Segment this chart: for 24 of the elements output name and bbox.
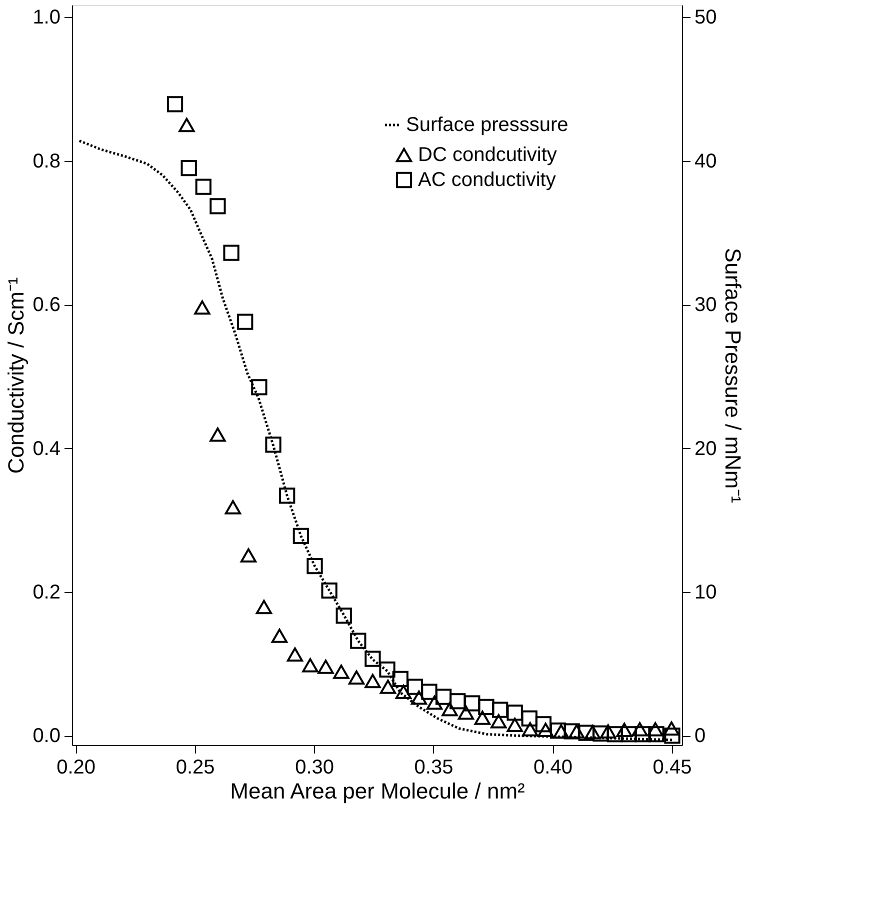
y2-tick-label: 40 <box>694 150 717 172</box>
y2-tick-label: 10 <box>694 581 717 604</box>
x-tick-label: 0.20 <box>56 756 96 778</box>
y2-axis-title: Surface Pressure / mNm⁻¹ <box>720 248 746 504</box>
x-axis-title: Mean Area per Molecule / nm² <box>230 778 525 804</box>
x-tick-label: 0.40 <box>534 756 572 778</box>
y-tick-label: 0.8 <box>32 150 60 172</box>
y-tick-label: 0.4 <box>32 438 60 460</box>
x-tick-label: 0.30 <box>295 756 334 778</box>
x-tick-label: 0.35 <box>414 756 454 778</box>
legend-label: Surface presssure <box>406 114 568 136</box>
y-tick-label: 0.6 <box>32 294 60 316</box>
y2-tick-label: 30 <box>694 294 717 316</box>
y2-tick-label: 20 <box>694 438 717 460</box>
legend-label: DC condcutivity <box>418 144 557 166</box>
x-tick-label: 0.25 <box>176 756 215 778</box>
y-tick-label: 0.2 <box>32 581 60 604</box>
y-tick-label: 1.0 <box>32 6 60 29</box>
y2-tick-label: 0 <box>694 725 706 748</box>
legend-label: AC conductivity <box>418 169 556 191</box>
y2-tick-label: 50 <box>694 6 717 29</box>
y-tick-label: 0.0 <box>32 725 60 748</box>
y-axis-title: Conductivity / Scm⁻¹ <box>4 277 29 474</box>
x-tick-label: 0.45 <box>652 756 692 778</box>
